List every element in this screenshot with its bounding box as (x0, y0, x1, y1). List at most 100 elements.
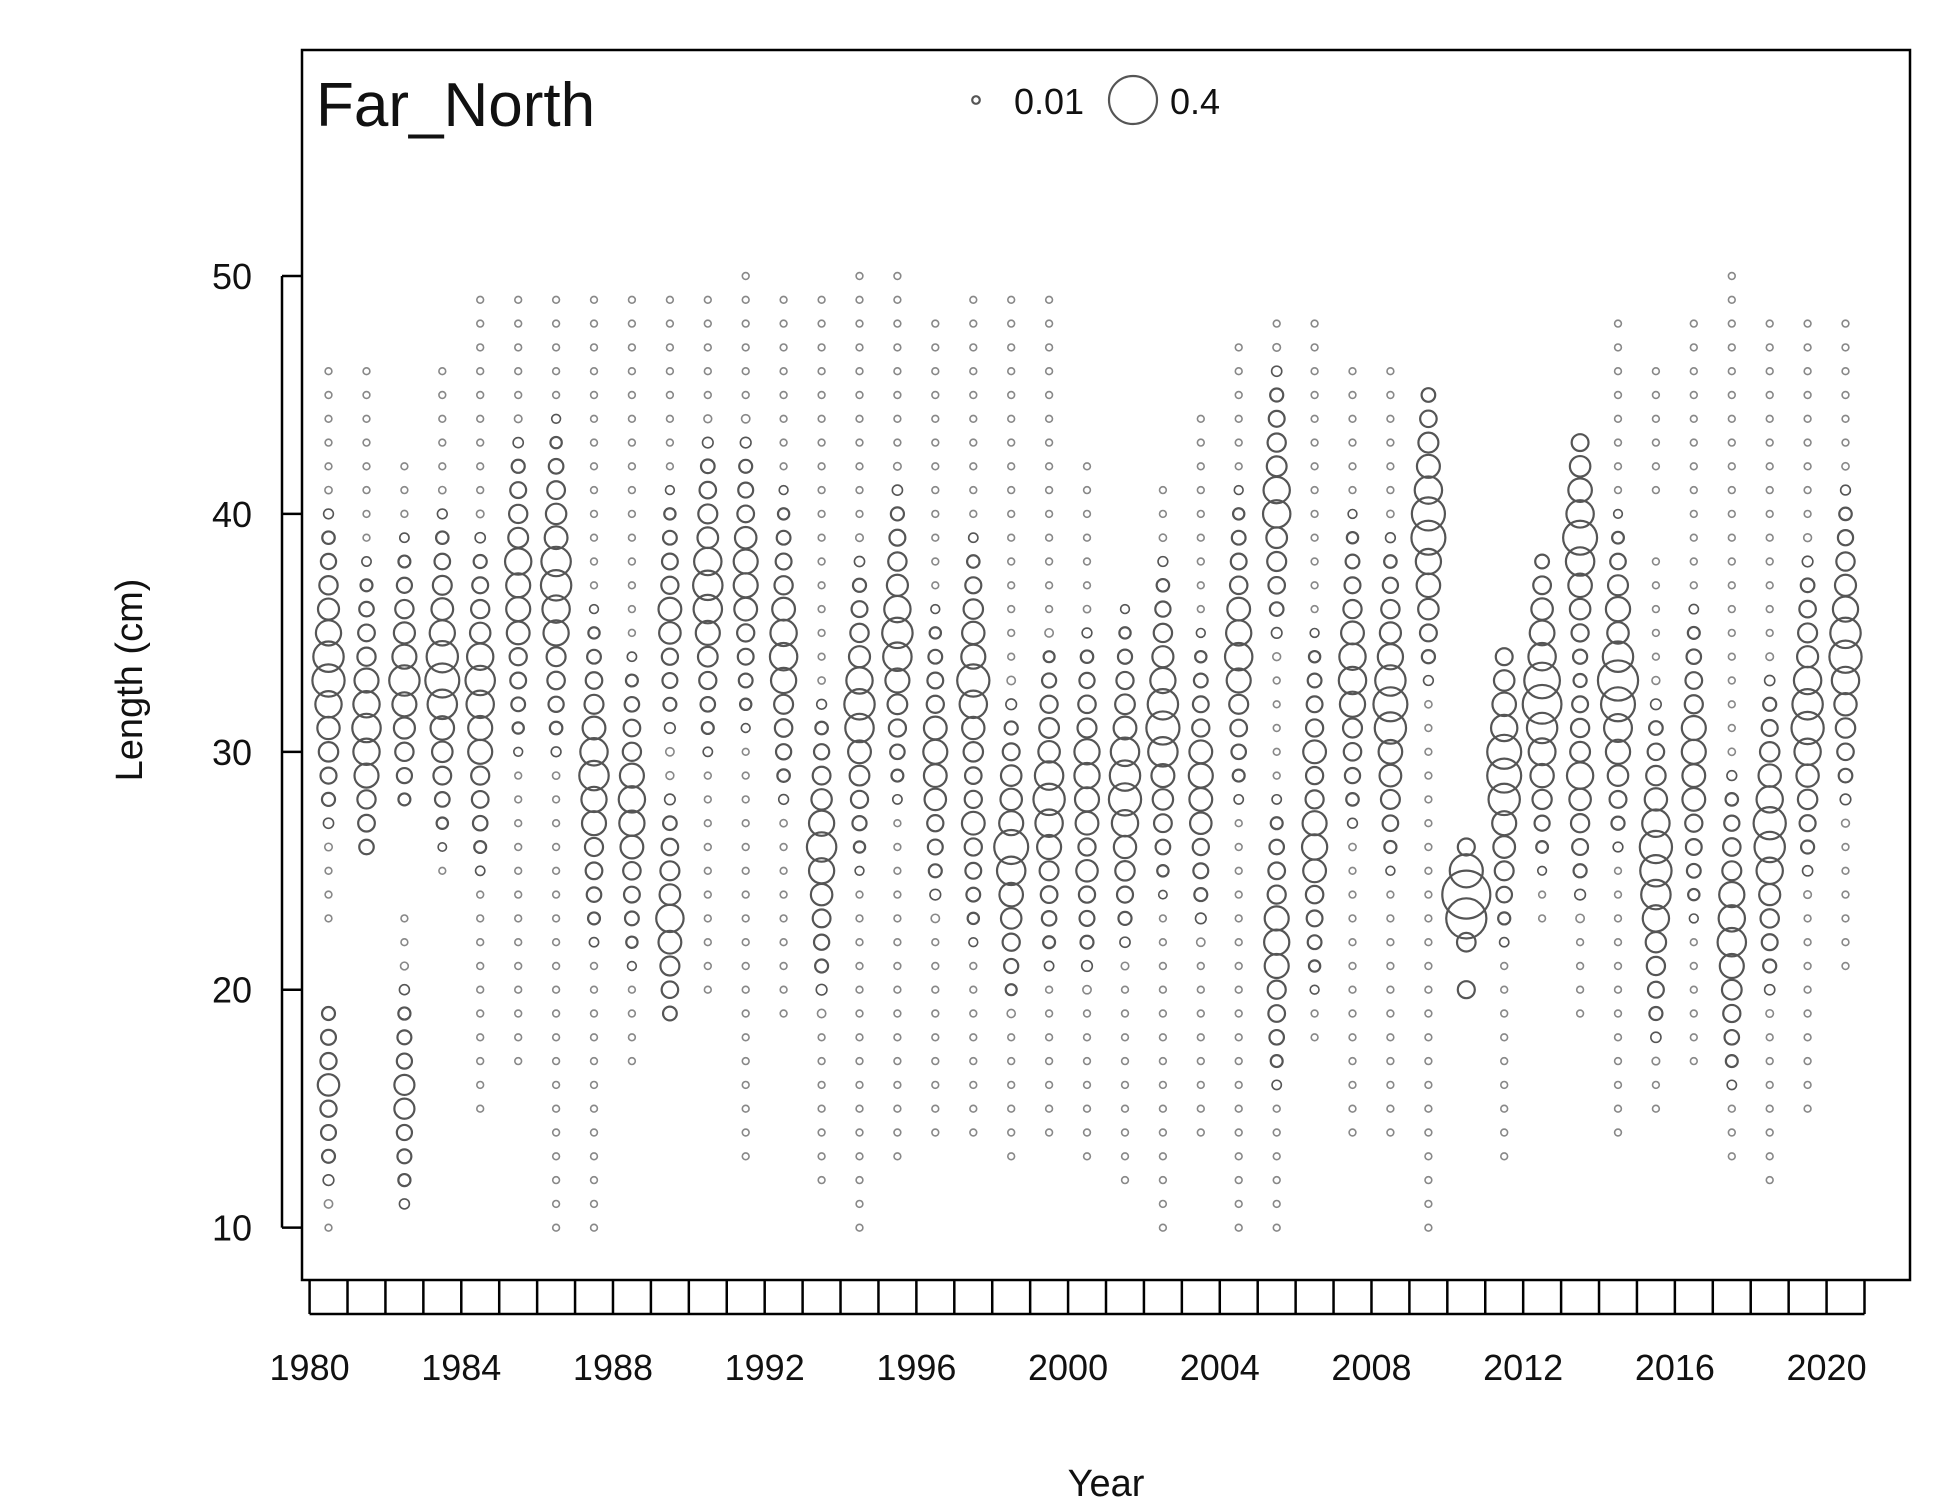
bubble-point (779, 1009, 788, 1018)
bubble-point (508, 647, 528, 667)
bubble-point (882, 641, 913, 672)
bubble-point (927, 648, 944, 665)
bubble-point (1495, 885, 1514, 904)
bubble-point (588, 603, 600, 615)
bubble-point (1456, 980, 1476, 1000)
bubble-point (1689, 1009, 1698, 1018)
bubble-point (658, 883, 682, 907)
bubble-point (1803, 319, 1812, 328)
bubble-point (1348, 914, 1357, 923)
bubble-point (1196, 438, 1205, 447)
bubble-point (1082, 1009, 1092, 1018)
y-tick-label: 10 (212, 1208, 252, 1249)
bubble-point (1078, 671, 1096, 690)
bubble-point (741, 295, 750, 304)
bubble-point (1158, 1009, 1168, 1018)
bubble-point (1234, 1056, 1243, 1066)
bubble-point (398, 983, 411, 996)
bubble-point (1386, 509, 1395, 519)
bubble-point (855, 961, 864, 971)
bubble-point (1841, 390, 1850, 400)
bubble-point (927, 863, 943, 879)
bubble-point (855, 1175, 864, 1185)
bubble-point (855, 295, 864, 304)
bubble-point (660, 647, 680, 666)
bubble-point (551, 1128, 561, 1137)
bubble-point (627, 462, 637, 471)
bubble-point (926, 838, 944, 856)
bubble-point (1613, 343, 1623, 352)
bubble-point (1765, 533, 1774, 542)
bubble-point (1445, 897, 1488, 940)
bubble-point (514, 866, 523, 875)
bubble-point (1571, 648, 1589, 665)
bubble-point (1044, 627, 1055, 638)
bubble-point (655, 903, 685, 934)
bubble-point (1803, 509, 1812, 519)
bubble-point (1272, 1104, 1281, 1113)
bubble-point (1263, 905, 1290, 932)
bubble-point (1075, 858, 1099, 883)
bubble-point (661, 529, 678, 546)
bubble-point (1793, 737, 1822, 767)
bubble-point (741, 1152, 750, 1161)
bubble-point (474, 865, 486, 877)
bubble-point (1348, 414, 1357, 423)
bubble-point (311, 663, 346, 698)
bubble-point (551, 1199, 561, 1209)
bubble-point (1765, 367, 1774, 376)
bubble-point (815, 698, 828, 710)
bubble-point (1082, 509, 1092, 519)
bubble-point (1234, 1199, 1243, 1209)
bubble-point (1044, 438, 1054, 447)
bubble-point (993, 828, 1030, 866)
bubble-point (665, 462, 675, 471)
bubble-point (1381, 814, 1400, 833)
bubble-point (893, 271, 902, 281)
bubble-point (509, 481, 528, 500)
bubble-point (1158, 938, 1168, 947)
bubble-point (740, 413, 751, 424)
y-tick-label: 30 (212, 732, 252, 773)
bubble-point (1573, 888, 1587, 901)
bubble-point (514, 367, 523, 376)
bubble-point (1188, 739, 1214, 765)
bubble-point (1158, 533, 1168, 543)
bubble-point (1689, 1033, 1698, 1042)
bubble-point (1651, 485, 1661, 495)
bubble-point (1727, 390, 1736, 400)
x-tick-label: 1980 (270, 1347, 350, 1388)
bubble-point (779, 295, 788, 304)
bubble-point (1606, 764, 1630, 787)
bubble-point (1686, 625, 1701, 640)
bubble-point (855, 390, 864, 400)
bubble-point (1422, 674, 1435, 687)
bubble-point (627, 343, 637, 352)
bubble-point (627, 533, 637, 542)
bubble-point (850, 600, 869, 619)
bubble-point (657, 596, 683, 622)
bubble-point (1575, 1009, 1585, 1018)
bubble-point (855, 343, 864, 352)
bubble-point (1716, 926, 1748, 958)
bubble-point (1007, 438, 1016, 447)
bubble-point (1727, 533, 1736, 542)
bubble-point (1044, 581, 1054, 590)
bubble-point (1386, 1056, 1395, 1066)
bubble-point (1803, 1080, 1812, 1090)
bubble-point (1082, 1033, 1092, 1042)
bubble-point (1112, 715, 1138, 741)
bubble-point (1234, 914, 1243, 923)
bubble-point (1272, 676, 1281, 685)
bubble-point (1765, 343, 1774, 352)
bubble-point (476, 1056, 485, 1066)
bubble-point (855, 1128, 864, 1137)
bubble-point (1073, 761, 1101, 790)
bubble-point (1530, 597, 1554, 621)
bubble-point (579, 737, 609, 767)
bubble-point (1803, 914, 1812, 923)
bubble-point (665, 390, 675, 400)
bubble-point (1575, 985, 1585, 994)
bubble-point (931, 1080, 940, 1090)
bubble-point (805, 831, 838, 863)
